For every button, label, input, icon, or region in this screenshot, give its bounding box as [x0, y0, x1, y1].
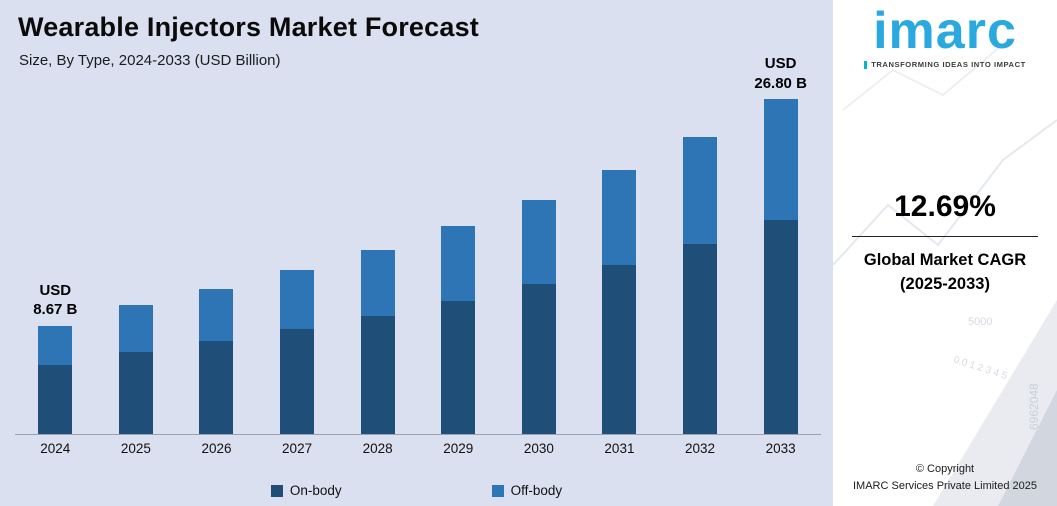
legend-swatch	[491, 484, 504, 497]
x-label-2024: 2024	[40, 441, 71, 456]
bar-segment-off-body-2032	[683, 136, 718, 244]
bar-column-2024: USD 8.67 B	[15, 281, 96, 434]
x-label-2033: 2033	[765, 441, 796, 456]
x-label-2029: 2029	[443, 441, 474, 456]
bar-column-2033: USD 26.80 B	[740, 54, 821, 434]
x-label-2030: 2030	[523, 441, 554, 456]
bar-segment-on-body-2033	[763, 219, 798, 434]
bar-column-2025	[96, 305, 177, 434]
brand-panel: 6962048 5000 0.0 1 2 3 4 5 imarc TRANSFO…	[833, 0, 1057, 506]
tagline-text: TRANSFORMING IDEAS INTO IMPACT	[871, 59, 1026, 69]
bar-segment-off-body-2028	[360, 249, 395, 316]
x-label-2028: 2028	[362, 441, 393, 456]
legend-item-off-body: Off-body	[491, 483, 563, 498]
legend-swatch	[270, 484, 283, 497]
x-label-2032: 2032	[685, 441, 716, 456]
chart-title: Wearable Injectors Market Forecast	[18, 12, 479, 42]
x-label-2026: 2026	[201, 441, 232, 456]
bar-column-2028	[337, 249, 418, 434]
bar-column-2027	[257, 270, 338, 434]
logo-block: imarc TRANSFORMING IDEAS INTO IMPACT	[833, 0, 1057, 69]
bar-segment-on-body-2026	[199, 341, 234, 434]
bar-segment-on-body-2027	[280, 329, 315, 434]
x-label-2031: 2031	[604, 441, 635, 456]
legend-label: Off-body	[510, 483, 563, 498]
bar-segment-off-body-2029	[441, 226, 476, 301]
watermark-number-vertical: 6962048	[1027, 383, 1041, 430]
legend-item-on-body: On-body	[270, 483, 342, 498]
bar-column-2030	[499, 199, 580, 434]
logo-tagline: TRANSFORMING IDEAS INTO IMPACT	[833, 60, 1057, 69]
tagline-accent	[864, 60, 868, 69]
cagr-value: 12.69%	[852, 190, 1038, 237]
value-label-2024: USD 8.67 B	[33, 281, 78, 319]
bar-segment-off-body-2024	[38, 325, 73, 365]
watermark-wedge-dark	[998, 390, 1057, 506]
bar-column-2029	[418, 226, 499, 434]
bar-segment-on-body-2029	[441, 301, 476, 434]
legend: On-body Off-body	[0, 483, 833, 498]
cagr-label-line1: Global Market CAGR	[863, 251, 1027, 269]
x-label-2027: 2027	[282, 441, 313, 456]
chart-subtitle: Size, By Type, 2024-2033 (USD Billion)	[19, 52, 281, 69]
bar-column-2031	[579, 170, 660, 434]
cagr-block: 12.69% Global Market CAGR (2025-2033)	[833, 190, 1057, 297]
bar-segment-off-body-2027	[280, 270, 315, 330]
bar-segment-on-body-2025	[118, 351, 153, 434]
bar-segment-off-body-2026	[199, 288, 234, 341]
bar-segment-on-body-2024	[38, 364, 73, 434]
x-label-2025: 2025	[120, 441, 151, 456]
sidebar-content: imarc TRANSFORMING IDEAS INTO IMPACT 12.…	[833, 0, 1057, 506]
bar-segment-off-body-2031	[602, 170, 637, 265]
watermark-number: 5000	[968, 316, 992, 328]
bar-segment-on-body-2028	[360, 316, 395, 434]
bar-column-2026	[176, 288, 257, 434]
bar-column-2032	[660, 136, 741, 434]
plot-area: USD 8.67 B USD 26.80 B	[15, 55, 821, 435]
bar-segment-on-body-2031	[602, 265, 637, 434]
bar-segment-on-body-2030	[521, 284, 556, 434]
bar-segment-off-body-2030	[521, 199, 556, 285]
cagr-label-line2: (2025-2033)	[900, 274, 990, 293]
copyright-line2: IMARC Services Private Limited 2025	[852, 479, 1037, 492]
value-label-2033: USD 26.80 B	[754, 55, 807, 92]
sidebar-watermark-graphic: 6962048 5000 0.0 1 2 3 4 5	[833, 39, 1057, 506]
chart-panel: Wearable Injectors Market Forecast Size,…	[0, 0, 833, 506]
bar-segment-on-body-2032	[683, 243, 718, 434]
imarc-logo: imarc	[873, 2, 1017, 60]
bar-segment-off-body-2033	[763, 99, 798, 220]
copyright-line1: © Copyright	[915, 463, 975, 475]
x-axis-labels: 2024 2025 2026 2027 2028 2029 2030 2031 2032 2033	[15, 441, 821, 456]
cagr-label: Global Market CAGR (2025-2033)	[833, 249, 1057, 297]
copyright: © Copyright IMARC Services Private Limit…	[833, 461, 1057, 494]
bar-segment-off-body-2025	[118, 305, 153, 352]
legend-label: On-body	[289, 483, 342, 498]
